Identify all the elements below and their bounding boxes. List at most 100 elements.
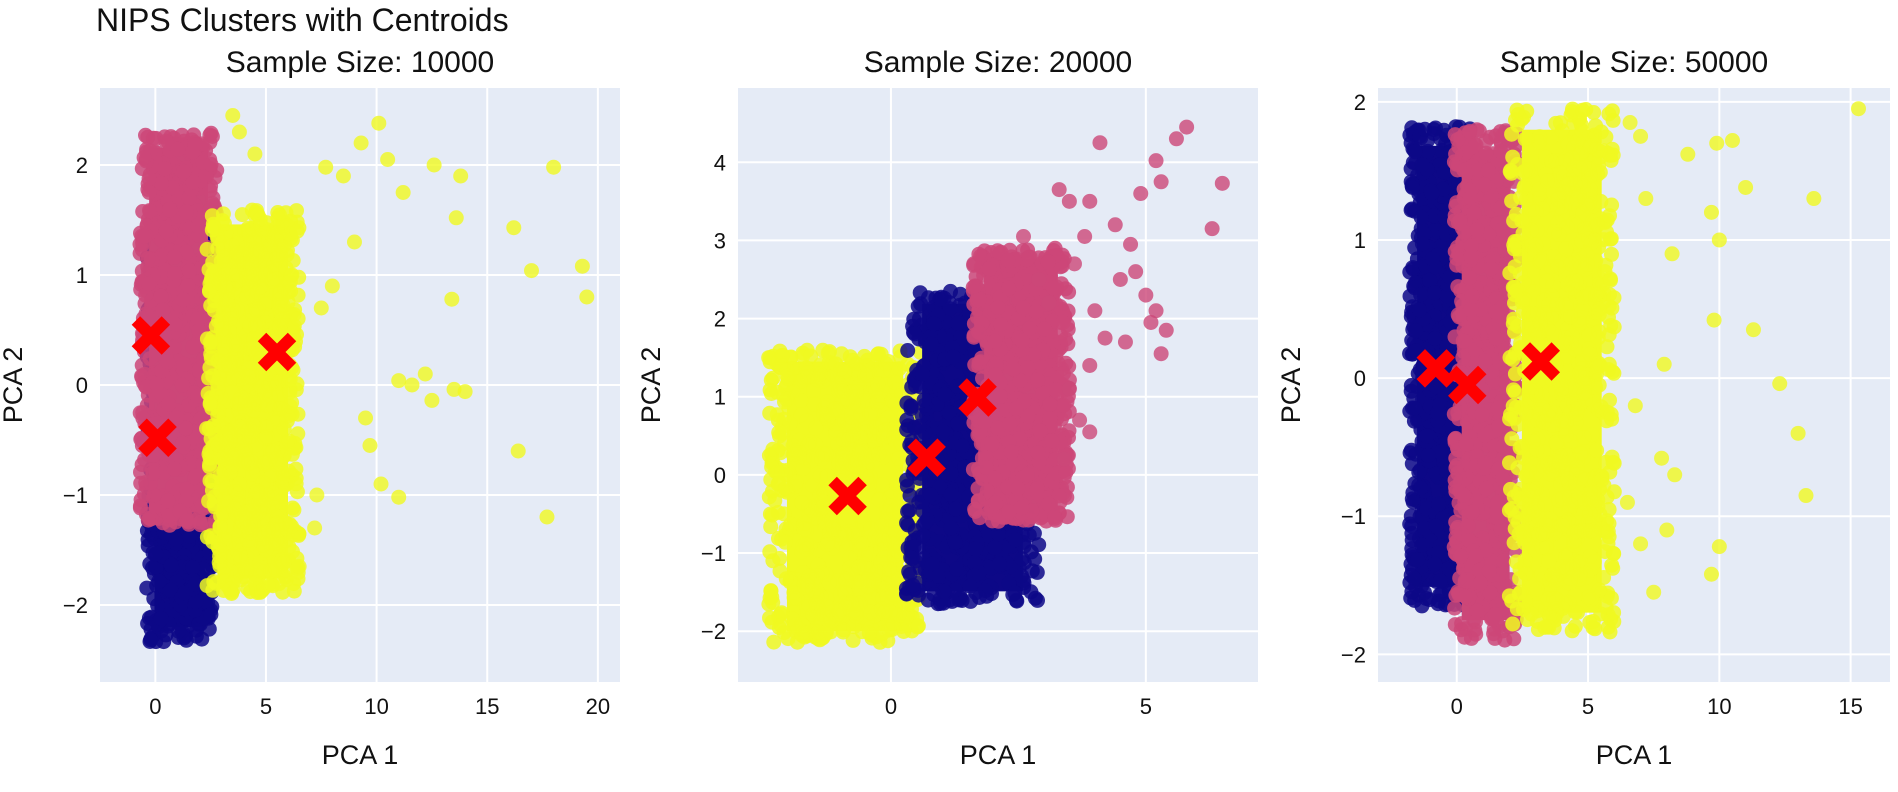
cluster-point xyxy=(259,397,275,413)
cluster-point xyxy=(905,577,921,593)
outlier-point xyxy=(362,438,378,453)
cluster-point xyxy=(167,249,183,265)
cluster-point xyxy=(1056,398,1071,413)
cluster-point xyxy=(163,582,179,598)
cluster-point xyxy=(281,372,297,388)
cluster-point xyxy=(887,525,903,541)
cluster-point xyxy=(887,433,903,449)
cluster-point xyxy=(138,287,154,303)
outlier-point xyxy=(1082,193,1098,209)
outlier-point xyxy=(417,366,433,382)
cluster-point xyxy=(1432,573,1448,589)
cluster-point xyxy=(776,625,792,641)
outlier-point xyxy=(1082,357,1098,373)
cluster-point xyxy=(1420,143,1436,159)
cluster-point xyxy=(1408,323,1424,339)
cluster-point xyxy=(841,509,857,525)
cluster-point xyxy=(818,626,834,642)
cluster-point xyxy=(941,405,957,421)
cluster-point xyxy=(871,492,887,508)
cluster-point xyxy=(912,379,928,395)
cluster-point xyxy=(187,576,203,592)
cluster-point xyxy=(249,483,265,499)
cluster-point xyxy=(837,363,853,379)
cluster-point xyxy=(761,350,777,366)
cluster-point xyxy=(261,524,277,540)
cluster-point xyxy=(1413,287,1429,303)
cluster-point xyxy=(987,367,1003,383)
outlier-point xyxy=(404,377,420,393)
cluster-point xyxy=(991,556,1007,572)
cluster-point xyxy=(175,436,191,451)
cluster-point xyxy=(282,398,298,414)
outlier-point xyxy=(373,476,389,492)
cluster-point xyxy=(879,512,895,527)
cluster-point xyxy=(279,435,295,451)
cluster-point xyxy=(142,203,157,219)
cluster-point xyxy=(288,476,304,492)
cluster-point xyxy=(971,590,987,605)
outlier-point xyxy=(1015,229,1031,244)
cluster-point xyxy=(258,419,274,435)
cluster-point xyxy=(820,533,836,549)
cluster-point xyxy=(1407,400,1423,416)
cluster-point xyxy=(1055,314,1071,330)
outlier-point xyxy=(1123,236,1139,252)
cluster-point xyxy=(871,446,887,462)
cluster-point xyxy=(974,350,990,366)
cluster-point xyxy=(830,403,845,418)
y-tick-label: −2 xyxy=(63,593,88,618)
points-layer xyxy=(1402,101,1866,648)
cluster-point xyxy=(915,528,931,544)
x-axis-label: PCA 1 xyxy=(322,740,399,770)
cluster-point xyxy=(257,455,273,471)
cluster-point xyxy=(1041,496,1056,512)
cluster-point xyxy=(874,477,890,493)
cluster-point xyxy=(831,375,847,391)
x-tick-label: 20 xyxy=(586,694,610,719)
cluster-point xyxy=(1001,504,1017,520)
cluster-point xyxy=(181,263,197,279)
cluster-point xyxy=(154,176,169,191)
cluster-point xyxy=(244,286,260,302)
cluster-point xyxy=(779,368,795,384)
cluster-point xyxy=(233,390,249,405)
outlier-point xyxy=(380,152,396,167)
cluster-point xyxy=(971,291,987,307)
cluster-point xyxy=(795,460,811,476)
cluster-point xyxy=(160,493,176,509)
cluster-point xyxy=(222,581,238,597)
cluster-point xyxy=(153,288,169,304)
outlier-point xyxy=(1061,381,1077,397)
cluster-point xyxy=(882,561,897,577)
cluster-point xyxy=(987,470,1003,486)
cluster-point xyxy=(203,156,219,172)
outlier-point xyxy=(225,108,241,123)
cluster-point xyxy=(178,244,194,260)
cluster-point xyxy=(185,174,201,190)
cluster-point xyxy=(891,607,907,623)
cluster-point xyxy=(762,610,777,626)
cluster-point xyxy=(900,504,916,519)
cluster-point xyxy=(182,528,197,544)
cluster-point xyxy=(284,446,300,462)
cluster-point xyxy=(1047,510,1063,526)
cluster-point xyxy=(203,607,219,623)
cluster-point xyxy=(240,368,256,384)
cluster-point xyxy=(948,501,964,517)
outlier-point xyxy=(231,124,247,140)
cluster-point xyxy=(213,450,229,466)
cluster-point xyxy=(950,416,966,432)
cluster-point xyxy=(211,554,227,570)
cluster-point xyxy=(260,577,276,593)
cluster-point xyxy=(772,551,788,566)
x-tick-label: 5 xyxy=(1140,694,1152,719)
cluster-point xyxy=(1042,396,1058,412)
outlier-point xyxy=(546,159,562,175)
cluster-point xyxy=(887,374,903,390)
cluster-point xyxy=(844,352,860,368)
cluster-point xyxy=(1435,181,1451,197)
cluster-point xyxy=(231,403,247,419)
